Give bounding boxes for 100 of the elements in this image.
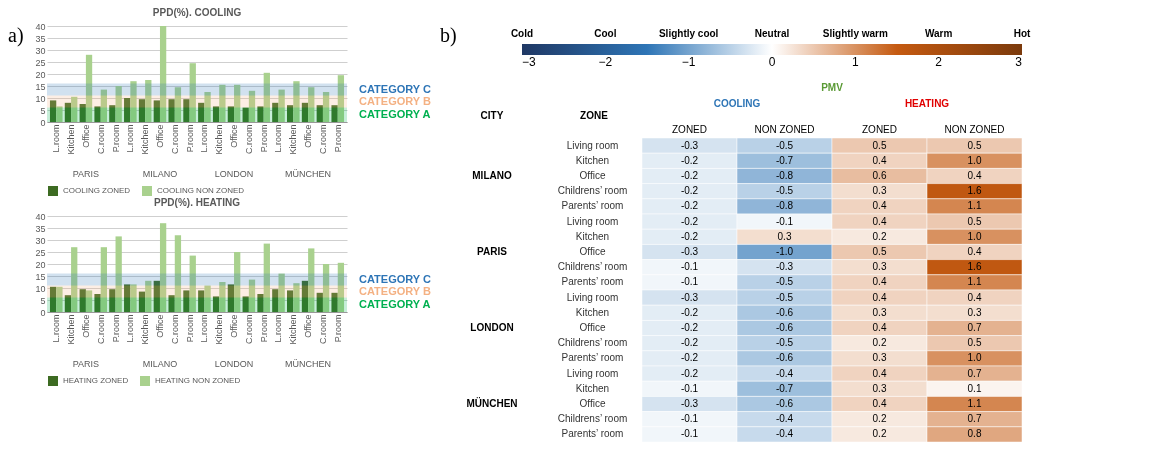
bar <box>234 252 241 312</box>
bar <box>204 92 211 122</box>
band-label: CATEGORY C <box>359 272 431 285</box>
x-tick-label: C.room <box>317 314 328 345</box>
bar <box>272 102 279 122</box>
text: Hot <box>1013 28 1031 39</box>
bar <box>308 248 315 312</box>
data-label: 0.4 <box>967 291 982 303</box>
x-tick-label: L.room <box>273 124 284 153</box>
data-label: -0.6 <box>775 398 794 409</box>
band-label: CATEGORY B <box>359 94 431 107</box>
bar <box>100 89 107 122</box>
data-label: 0.5 <box>967 337 982 349</box>
data-label: -0.1 <box>680 261 699 273</box>
data-label: -0.3 <box>680 246 699 257</box>
y-tick-label: 40 <box>35 21 46 32</box>
data-label: -0.2 <box>680 322 699 333</box>
data-label: 1.0 <box>967 230 982 242</box>
bar <box>242 107 249 122</box>
bar <box>227 106 235 122</box>
bar <box>242 296 249 312</box>
data-label: 0.3 <box>967 306 982 318</box>
x-tick-label: C.room <box>95 124 106 155</box>
x-tick-label: Office <box>303 314 314 338</box>
bar <box>153 280 160 312</box>
x-tick-label: P.room <box>110 314 121 343</box>
bar <box>331 292 338 312</box>
y-tick-label: 10 <box>35 283 46 294</box>
bar <box>337 75 345 122</box>
y-tick-label: 35 <box>35 33 46 44</box>
x-tick-label: Office <box>229 314 240 338</box>
data-label: -0.6 <box>775 352 794 364</box>
bar <box>263 72 270 122</box>
data-label: 0.4 <box>872 322 887 333</box>
bar <box>293 283 300 312</box>
band-label: CATEGORY A <box>359 107 431 120</box>
x-tick-label: C.room <box>95 314 106 345</box>
bar <box>64 295 72 312</box>
x-tick-label: C.room <box>317 124 328 155</box>
data-label: 0.3 <box>872 261 887 273</box>
x-tick-label: P.room <box>332 124 343 153</box>
bar <box>153 100 160 122</box>
y-tick-label: 10 <box>35 93 46 104</box>
data-label: -1.0 <box>775 246 794 257</box>
data-label: 0.1 <box>967 382 982 394</box>
data-label: 0.7 <box>967 413 982 425</box>
data-label: -0.4 <box>775 367 794 379</box>
data-label: -0.1 <box>680 413 699 425</box>
data-label: -0.8 <box>775 200 794 212</box>
bar <box>159 223 167 312</box>
bar <box>322 92 330 122</box>
bar <box>257 106 264 122</box>
x-tick-label: L.room <box>199 314 210 343</box>
y-tick-label: 25 <box>35 247 46 258</box>
bar <box>189 255 196 312</box>
data-label: -0.4 <box>775 413 794 425</box>
y-tick-label: 20 <box>35 259 46 270</box>
bar <box>301 280 309 312</box>
bar <box>227 284 235 312</box>
data-label: -0.1 <box>775 215 794 227</box>
x-tick-label: Office <box>80 314 91 338</box>
text: Slightly cool <box>658 28 719 39</box>
legend-label: HEATING ZONED <box>63 376 129 385</box>
bar <box>248 279 256 312</box>
y-tick-label: 5 <box>40 295 46 306</box>
y-tick-label: Childrens’ room <box>557 413 628 425</box>
text: Slightly warm <box>822 28 888 39</box>
data-label: -0.2 <box>680 200 699 212</box>
bar <box>168 99 175 122</box>
data-label: -0.2 <box>680 306 699 318</box>
data-label: -0.3 <box>680 139 699 151</box>
x-tick-label: C.room <box>243 314 254 345</box>
data-label: -0.2 <box>680 170 699 181</box>
bar <box>293 81 300 122</box>
text: Warm <box>924 28 953 39</box>
y-tick-label: Parents’ room <box>561 428 624 440</box>
y-tick-label: Living room <box>566 215 619 227</box>
bar <box>174 87 182 122</box>
data-label: 0.4 <box>967 246 982 257</box>
chart-title: PPD(%). COOLING <box>152 7 242 18</box>
y-tick-label: Living room <box>566 367 619 379</box>
text: MÜNCHEN <box>285 169 332 179</box>
x-tick-label: Kitchen <box>140 124 151 155</box>
bar <box>212 296 220 312</box>
x-tick-label: Kitchen <box>66 124 77 155</box>
color-bar-label: 1 <box>851 55 859 69</box>
bar <box>272 289 279 312</box>
bar <box>94 294 101 312</box>
bar <box>109 289 116 312</box>
data-label: 0.7 <box>967 367 982 379</box>
data-label: -0.8 <box>775 170 794 181</box>
data-label: 0.5 <box>967 139 982 151</box>
bar <box>337 262 345 312</box>
x-tick-label: Kitchen <box>214 314 225 345</box>
data-label: -0.4 <box>775 428 794 440</box>
bar <box>219 282 226 312</box>
text: PARIS <box>477 246 508 257</box>
x-tick-label: P.room <box>258 124 269 153</box>
color-bar-label: −3 <box>522 55 537 69</box>
y-tick-label: 25 <box>35 57 46 68</box>
